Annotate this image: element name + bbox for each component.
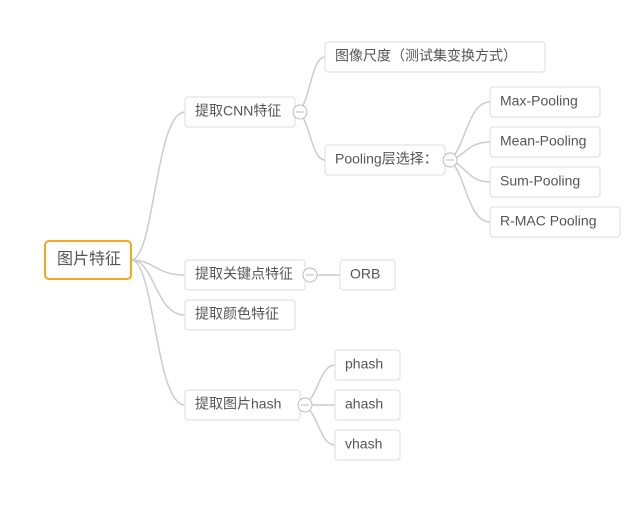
node-vhash[interactable]: vhash	[335, 430, 400, 460]
node-label: R-MAC Pooling	[500, 213, 596, 229]
node-scale[interactable]: 图像尺度（测试集变换方式）	[325, 42, 545, 72]
collapse-toggle[interactable]	[303, 268, 317, 282]
node-label: Sum-Pooling	[500, 173, 580, 189]
node-label: 提取颜色特征	[195, 306, 279, 322]
edge	[131, 112, 185, 260]
edge	[445, 160, 490, 222]
node-keypoint[interactable]: 提取关键点特征	[185, 260, 305, 290]
node-label: vhash	[345, 436, 382, 452]
node-mean[interactable]: Mean-Pooling	[490, 127, 600, 157]
node-label: Mean-Pooling	[500, 133, 586, 149]
collapse-toggle[interactable]	[293, 105, 307, 119]
node-label: 提取图片hash	[195, 396, 281, 412]
collapse-toggle[interactable]	[443, 153, 457, 167]
node-orb[interactable]: ORB	[340, 260, 395, 290]
node-sum[interactable]: Sum-Pooling	[490, 167, 600, 197]
node-color[interactable]: 提取颜色特征	[185, 300, 295, 330]
node-label: phash	[345, 356, 383, 372]
node-hash[interactable]: 提取图片hash	[185, 390, 300, 420]
node-label: Max-Pooling	[500, 93, 578, 109]
node-label: 图像尺度（测试集变换方式）	[335, 48, 517, 64]
node-label: 提取CNN特征	[195, 103, 281, 119]
node-label: ORB	[350, 266, 380, 282]
root-node[interactable]: 图片特征	[45, 241, 131, 279]
node-phash[interactable]: phash	[335, 350, 400, 380]
edge	[131, 260, 185, 405]
edge	[445, 102, 490, 160]
node-cnn[interactable]: 提取CNN特征	[185, 97, 295, 127]
node-max[interactable]: Max-Pooling	[490, 87, 600, 117]
node-label: ahash	[345, 396, 383, 412]
edge	[295, 57, 325, 112]
node-label: 提取关键点特征	[195, 266, 293, 282]
node-label: Pooling层选择：	[335, 151, 438, 167]
node-ahash[interactable]: ahash	[335, 390, 400, 420]
collapse-toggle[interactable]	[298, 398, 312, 412]
node-pooling[interactable]: Pooling层选择：	[325, 145, 445, 175]
root-label: 图片特征	[57, 250, 121, 268]
node-rmac[interactable]: R-MAC Pooling	[490, 207, 620, 237]
